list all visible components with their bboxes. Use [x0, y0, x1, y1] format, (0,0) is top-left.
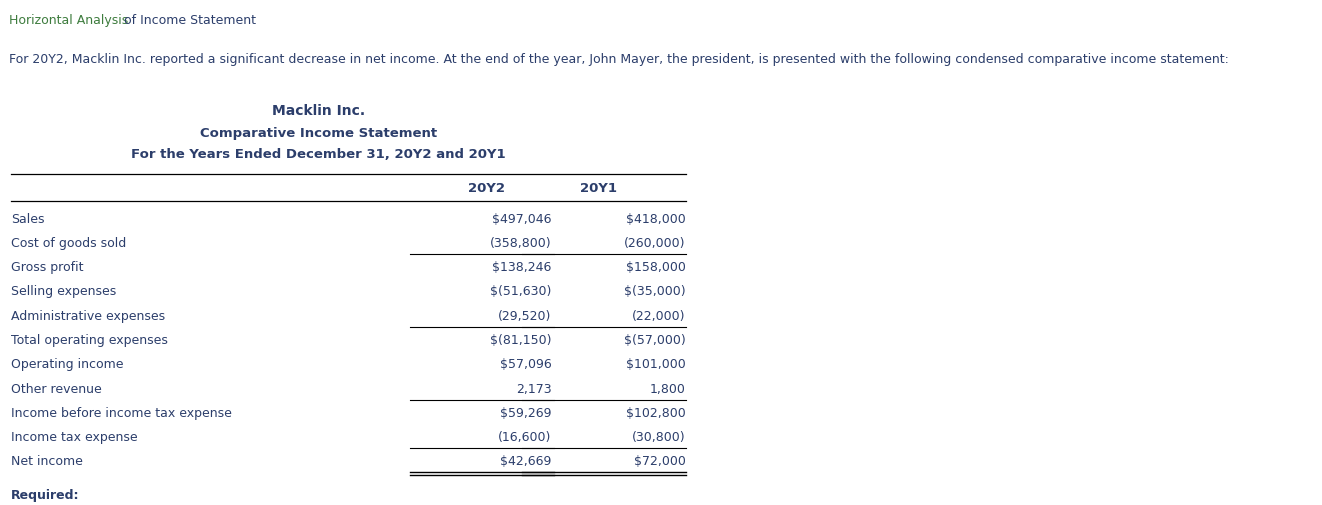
Text: $101,000: $101,000 — [625, 358, 686, 371]
Text: $72,000: $72,000 — [633, 454, 686, 468]
Text: Horizontal Analysis: Horizontal Analysis — [9, 14, 128, 27]
Text: (260,000): (260,000) — [624, 236, 686, 249]
Text: Macklin Inc.: Macklin Inc. — [272, 104, 365, 118]
Text: Income before income tax expense: Income before income tax expense — [11, 406, 233, 419]
Text: Cost of goods sold: Cost of goods sold — [11, 236, 127, 249]
Text: Net income: Net income — [11, 454, 83, 468]
Text: Gross profit: Gross profit — [11, 261, 83, 274]
Text: Selling expenses: Selling expenses — [11, 285, 116, 298]
Text: Required:: Required: — [11, 488, 79, 501]
Text: $418,000: $418,000 — [625, 212, 686, 225]
Text: (29,520): (29,520) — [498, 309, 551, 322]
Text: Total operating expenses: Total operating expenses — [11, 333, 168, 346]
Text: 20Y2: 20Y2 — [468, 182, 505, 195]
Text: (30,800): (30,800) — [632, 430, 686, 443]
Text: 20Y1: 20Y1 — [580, 182, 617, 195]
Text: $(35,000): $(35,000) — [624, 285, 686, 298]
Text: Income tax expense: Income tax expense — [11, 430, 137, 443]
Text: (358,800): (358,800) — [489, 236, 551, 249]
Text: $(57,000): $(57,000) — [624, 333, 686, 346]
Text: (16,600): (16,600) — [498, 430, 551, 443]
Text: $497,046: $497,046 — [492, 212, 551, 225]
Text: For 20Y2, Macklin Inc. reported a significant decrease in net income. At the end: For 20Y2, Macklin Inc. reported a signif… — [9, 53, 1229, 66]
Text: (22,000): (22,000) — [632, 309, 686, 322]
Text: $(81,150): $(81,150) — [490, 333, 551, 346]
Text: Comparative Income Statement: Comparative Income Statement — [200, 126, 438, 139]
Text: $(51,630): $(51,630) — [490, 285, 551, 298]
Text: $138,246: $138,246 — [492, 261, 551, 274]
Text: For the Years Ended December 31, 20Y2 and 20Y1: For the Years Ended December 31, 20Y2 an… — [131, 148, 506, 161]
Text: of Income Statement: of Income Statement — [120, 14, 255, 27]
Text: $59,269: $59,269 — [500, 406, 551, 419]
Text: Other revenue: Other revenue — [11, 382, 102, 395]
Text: Administrative expenses: Administrative expenses — [11, 309, 165, 322]
Text: Operating income: Operating income — [11, 358, 124, 371]
Text: $42,669: $42,669 — [500, 454, 551, 468]
Text: $57,096: $57,096 — [500, 358, 551, 371]
Text: $158,000: $158,000 — [625, 261, 686, 274]
Text: Sales: Sales — [11, 212, 45, 225]
Text: 1,800: 1,800 — [649, 382, 686, 395]
Text: $102,800: $102,800 — [625, 406, 686, 419]
Text: 2,173: 2,173 — [516, 382, 551, 395]
